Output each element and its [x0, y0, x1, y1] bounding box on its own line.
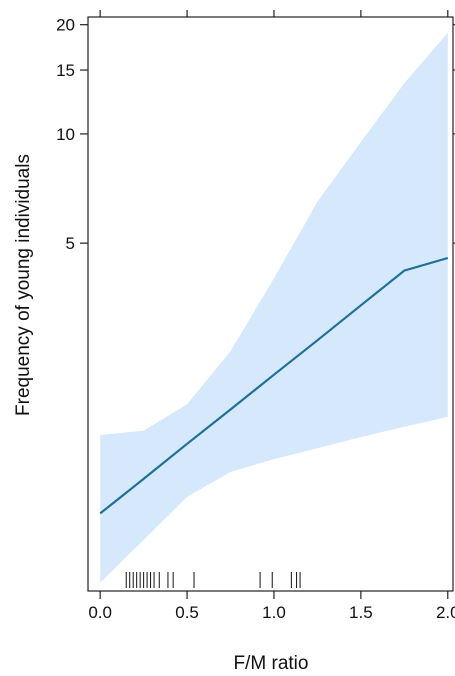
rug-layer: [125, 572, 301, 588]
y-tick-label: 15: [56, 61, 75, 80]
x-tick-label: 1.0: [262, 603, 286, 622]
confidence-band-layer: [100, 32, 448, 583]
x-axis-title: F/M ratio: [234, 653, 309, 674]
x-tick-label: 1.5: [349, 603, 373, 622]
y-axis-title: Frequency of young individuals: [13, 154, 34, 416]
x-tick-label: 0.5: [175, 603, 199, 622]
y-tick-label: 5: [66, 234, 75, 253]
fit-line: [99, 256, 449, 515]
x-tick-label: 2.0: [436, 603, 455, 622]
y-tick-label: 10: [56, 125, 75, 144]
y-tick-label: 20: [56, 16, 75, 35]
ticks-layer: 0.0 0.5 1.0 1.5 2.0 5 10 15 20: [56, 10, 455, 622]
axes-layer: [87, 16, 454, 592]
plot-frame: [87, 16, 454, 592]
confidence-band: [100, 32, 448, 583]
fit-line-layer: [99, 256, 449, 515]
x-tick-label: 0.0: [88, 603, 112, 622]
